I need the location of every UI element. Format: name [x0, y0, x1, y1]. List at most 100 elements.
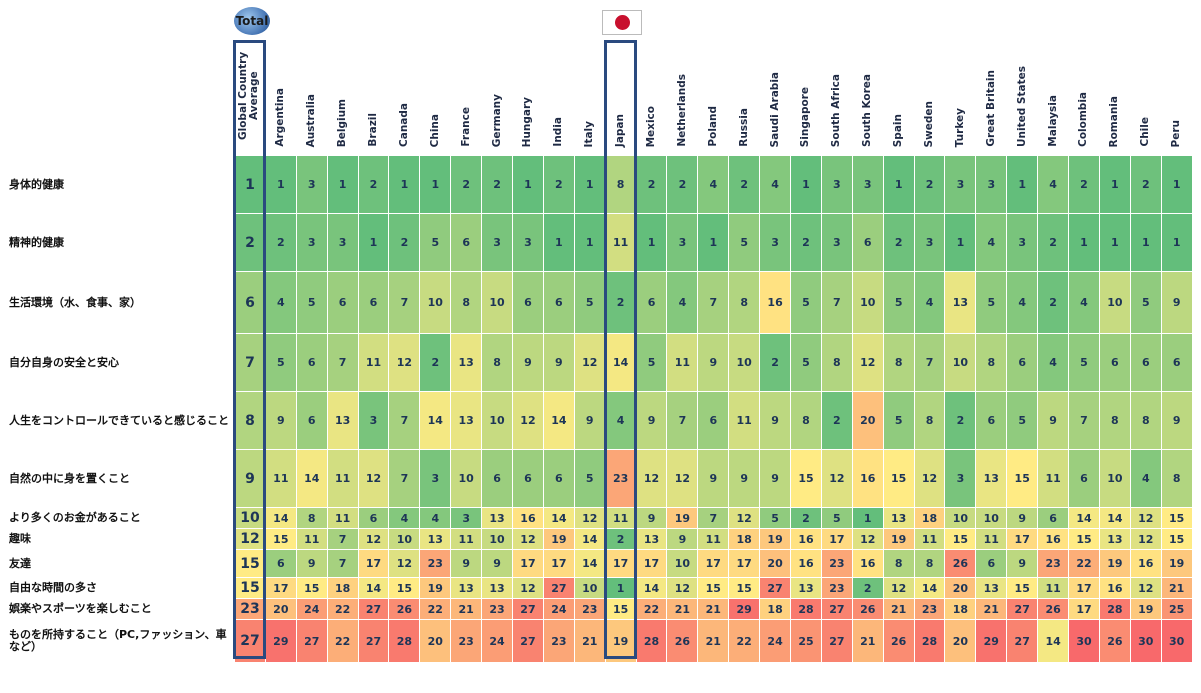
heatmap-cell: 25 [790, 619, 822, 663]
heatmap-cell: 22 [728, 619, 761, 663]
column-header: Hungary [512, 40, 544, 156]
heatmap-cell: 4 [1037, 333, 1070, 392]
heatmap-cell: 5 [882, 391, 915, 450]
heatmap-cell: 9 [264, 391, 297, 450]
heatmap-cell: 6 [357, 271, 390, 334]
heatmap-cell: 2 [388, 213, 421, 272]
heatmap-cell: 12 [728, 507, 761, 529]
heatmap-cell: 5 [975, 271, 1008, 334]
row-label: 趣味 [4, 528, 235, 550]
heatmap-cell: 6 [481, 449, 514, 508]
heatmap-cell: 10 [481, 271, 514, 334]
heatmap-cell: 12 [851, 528, 884, 550]
row-label: 自分自身の安全と安心 [4, 333, 235, 392]
heatmap-cell: 7 [388, 449, 421, 508]
header-corner [4, 40, 235, 156]
column-header-label: South Korea [861, 74, 874, 147]
heatmap-cell: 1 [635, 213, 668, 272]
heatmap-cell: 8 [913, 391, 946, 450]
heatmap-cell: 13 [481, 577, 514, 599]
heatmap-cell: 19 [666, 507, 699, 529]
heatmap-cell: 27 [820, 619, 853, 663]
heatmap-cell: 12 [357, 528, 390, 550]
heatmap-cell: 6 [1098, 333, 1131, 392]
column-header: United States [1006, 40, 1039, 156]
heatmap-cell: 23 [542, 619, 575, 663]
heatmap-cell: 8 [790, 391, 822, 450]
column-header-label: Malaysia [1046, 95, 1059, 147]
heatmap-cell: 2 [450, 155, 483, 214]
heatmap-cell: 2 [542, 155, 575, 214]
heatmap-cell: 10 [481, 391, 514, 450]
heatmap-cell: 20 [851, 391, 884, 450]
heatmap-cell: 26 [388, 598, 421, 620]
total-globe-badge: Total [234, 7, 270, 35]
heatmap-cell: 6 [542, 449, 575, 508]
heatmap-cell: 12 [234, 528, 266, 550]
heatmap-cell: 11 [697, 528, 730, 550]
heatmap-cell: 8 [1098, 391, 1131, 450]
heatmap-cell: 26 [666, 619, 699, 663]
heatmap-cell: 10 [481, 528, 514, 550]
heatmap-cell: 27 [542, 577, 575, 599]
heatmap-cell: 1 [573, 155, 606, 214]
heatmap-cell: 7 [388, 391, 421, 450]
heatmap-cell: 15 [790, 449, 822, 508]
heatmap-cell: 2 [882, 213, 915, 272]
table-row: 娯楽やスポーツを楽しむこと 23 20 24 22 27 26 22 21 23 27 24 23 15 2… [4, 598, 1193, 620]
heatmap-cell: 20 [419, 619, 452, 663]
heatmap-cell: 15 [1006, 449, 1039, 508]
column-header-label: China [428, 113, 441, 147]
heatmap-cell: 6 [975, 391, 1008, 450]
heatmap-cell: 8 [975, 333, 1008, 392]
heatmap-cell: 12 [512, 577, 544, 599]
heatmap-cell: 12 [820, 449, 853, 508]
heatmap-cell: 27 [234, 619, 266, 663]
heatmap-cell: 28 [913, 619, 946, 663]
heatmap-cell: 19 [604, 619, 637, 663]
heatmap-cell: 21 [697, 598, 730, 620]
heatmap-cell: 11 [326, 449, 359, 508]
heatmap-cell: 21 [882, 598, 915, 620]
heatmap-cell: 1 [264, 155, 297, 214]
heatmap-cell: 18 [728, 528, 761, 550]
heatmap-cell: 19 [759, 528, 792, 550]
row-label: 身体的健康 [4, 155, 235, 214]
heatmap-cell: 26 [1037, 598, 1070, 620]
heatmap-cell: 10 [944, 333, 977, 392]
heatmap-cell: 15 [882, 449, 915, 508]
heatmap-cell: 6 [542, 271, 575, 334]
column-header: France [450, 40, 483, 156]
heatmap-cell: 1 [357, 213, 390, 272]
heatmap-cell: 11 [1037, 449, 1070, 508]
heatmap-cell: 11 [604, 213, 637, 272]
heatmap-cell: 5 [419, 213, 452, 272]
heatmap-cell: 16 [1037, 528, 1070, 550]
heatmap-cell: 1 [1160, 213, 1193, 272]
heatmap-cell: 2 [790, 507, 822, 529]
row-label: 友達 [4, 549, 235, 578]
heatmap-cell: 19 [419, 577, 452, 599]
column-header-label: United States [1015, 66, 1028, 147]
heatmap-cell: 14 [542, 391, 575, 450]
column-header-label: Romania [1108, 95, 1121, 148]
heatmap-cell: 4 [264, 271, 297, 334]
heatmap-cell: 9 [295, 549, 328, 578]
heatmap-cell: 6 [450, 213, 483, 272]
heatmap-cell: 27 [1006, 619, 1039, 663]
heatmap-cell: 21 [666, 598, 699, 620]
heatmap-cell: 3 [820, 155, 853, 214]
column-header-label: Spain [892, 113, 905, 147]
heatmap-cell: 30 [1129, 619, 1162, 663]
heatmap-cell: 27 [1006, 598, 1039, 620]
heatmap-cell: 5 [264, 333, 297, 392]
heatmap-cell: 6 [234, 271, 266, 334]
heatmap-cell: 14 [573, 549, 606, 578]
heatmap-cell: 12 [512, 528, 544, 550]
column-header-label: Japan [614, 113, 627, 147]
heatmap-cell: 23 [419, 549, 452, 578]
heatmap-cell: 8 [481, 333, 514, 392]
heatmap-cell: 6 [264, 549, 297, 578]
heatmap-cell: 29 [975, 619, 1008, 663]
heatmap-grid: Global Country Average Argentina Australia… [4, 40, 1193, 663]
